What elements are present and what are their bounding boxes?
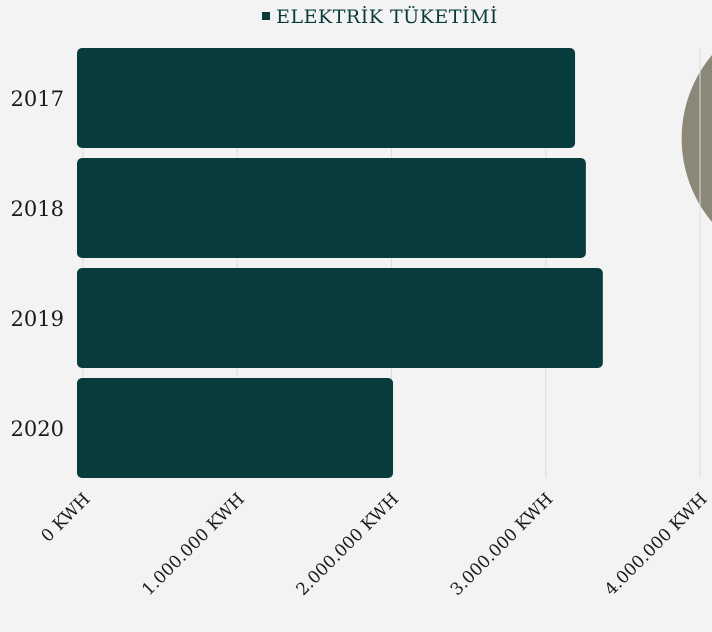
x-tick-label: 3.000.000 KWH (447, 489, 558, 600)
x-tick-label: 0 KWH (38, 489, 95, 546)
x-tick-label: 4.000.000 KWH (601, 489, 712, 600)
y-tick-label: 2020 (11, 417, 64, 441)
decorative-circle (681, 55, 712, 222)
y-axis-labels: 2017 2018 2019 2020 (11, 87, 64, 441)
bars (77, 48, 603, 478)
x-tick-label: 2.000.000 KWH (292, 489, 403, 600)
y-tick-label: 2019 (11, 307, 64, 331)
bar-2019 (77, 268, 603, 368)
x-tick-label: 1.000.000 KWH (138, 489, 249, 600)
chart-legend: ELEKTRİK TÜKETİMİ (0, 6, 712, 28)
x-axis-labels: 0 KWH 1.000.000 KWH 2.000.000 KWH 3.000.000… (38, 489, 712, 600)
legend-swatch (262, 12, 271, 20)
y-tick-label: 2017 (11, 87, 64, 111)
bar-2017 (77, 48, 576, 148)
y-tick-label: 2018 (11, 197, 64, 221)
bar-2020 (77, 378, 394, 478)
legend-label: ELEKTRİK TÜKETİMİ (276, 6, 498, 28)
bar-2018 (77, 158, 586, 258)
